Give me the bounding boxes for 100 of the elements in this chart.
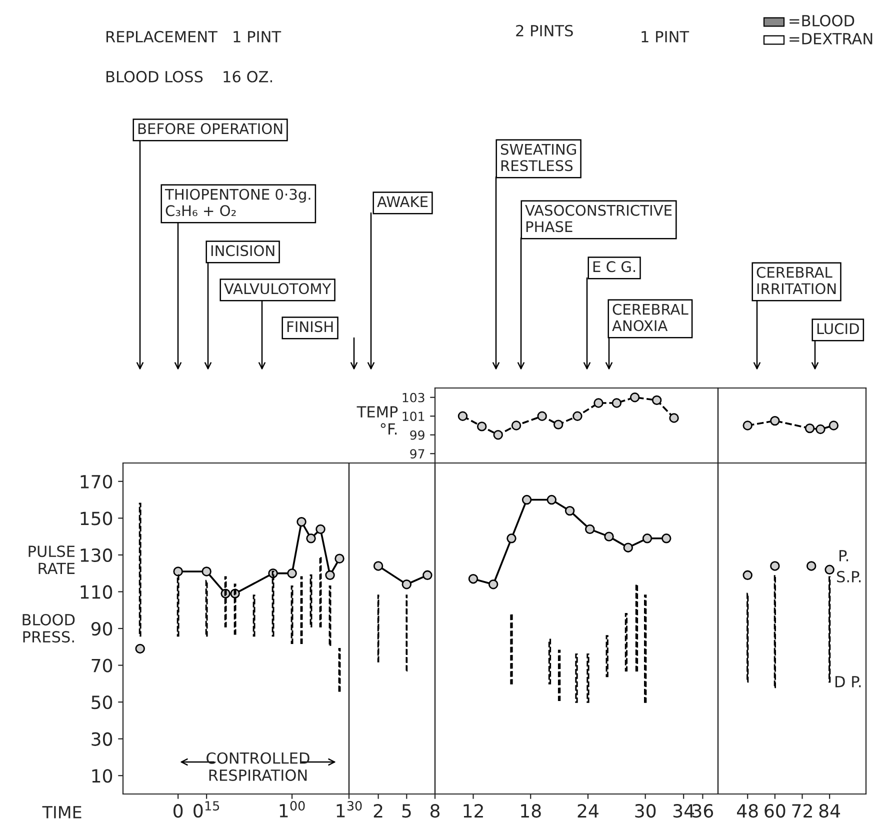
x-tick-label: 30 xyxy=(635,804,656,818)
bar xyxy=(234,584,236,635)
text: E C G. xyxy=(593,261,636,272)
bar xyxy=(510,613,513,684)
point xyxy=(458,411,468,421)
point xyxy=(476,422,487,432)
bar xyxy=(644,594,647,703)
x-tick-label: 2 xyxy=(374,804,382,818)
x-tick-label: 18 xyxy=(521,804,541,818)
y-tick-label: 103 xyxy=(402,392,424,402)
text: VALVULOTOMY xyxy=(224,283,332,294)
bar xyxy=(224,576,227,628)
bar xyxy=(635,584,638,672)
x-axis-title: TIME xyxy=(42,806,82,818)
bar xyxy=(319,556,322,628)
x-tick-label: 8 xyxy=(430,804,440,818)
point xyxy=(828,420,839,430)
point xyxy=(594,398,604,408)
y-tick-label: 10 xyxy=(92,769,112,783)
bar xyxy=(624,613,628,672)
point xyxy=(585,524,595,534)
point xyxy=(325,570,335,580)
y-tick-label: 30 xyxy=(92,732,112,746)
annotation: P. xyxy=(840,550,848,562)
x-tick-label: 0 xyxy=(174,804,183,818)
x-tick-label: 24 xyxy=(578,804,598,818)
point xyxy=(662,534,672,544)
y-tick-label: 170 xyxy=(80,474,112,489)
point xyxy=(652,395,662,406)
bar xyxy=(252,594,256,637)
y-tick-label: 110 xyxy=(80,585,112,599)
point xyxy=(316,524,326,534)
text: VASOCONSTRICTIVE PHASE xyxy=(525,204,672,232)
text: THIOPENTONE 0·3g. C₃H₆ + O₂ xyxy=(164,188,310,216)
point xyxy=(642,534,652,544)
y-tick-label: 70 xyxy=(92,658,112,672)
point xyxy=(287,568,297,578)
point xyxy=(488,580,498,590)
bar xyxy=(328,585,332,646)
x-tick-label: 0$^{15}$ xyxy=(194,801,220,818)
annotation: CONTROLLED RESPIRATION xyxy=(206,752,310,781)
text: FINISH xyxy=(287,321,333,332)
point xyxy=(612,398,622,408)
x-tick-label: 1$^{00}$ xyxy=(280,801,305,818)
y-tick-label: 130 xyxy=(80,548,112,562)
point xyxy=(572,411,582,421)
bar xyxy=(272,570,274,637)
text: =BLOOD xyxy=(790,14,854,26)
bar xyxy=(310,574,312,628)
point xyxy=(135,644,145,654)
y-tick-label: 90 xyxy=(91,622,112,636)
bar xyxy=(338,648,341,692)
point xyxy=(623,542,633,552)
bar xyxy=(548,638,552,684)
x-tick-label: 60 xyxy=(764,804,786,818)
annotation: S.P. xyxy=(837,570,861,582)
x-tick-label: 84 xyxy=(819,804,840,818)
point xyxy=(173,566,183,576)
bar xyxy=(575,653,578,703)
y-tick-label: 99 xyxy=(410,430,424,440)
bar xyxy=(606,635,608,678)
point xyxy=(511,420,522,430)
point xyxy=(742,420,752,430)
bar xyxy=(586,653,590,703)
y-tick-label: 50 xyxy=(92,696,112,710)
x-tick-label: 1$^{30}$ xyxy=(336,801,362,818)
x-tick-label: 12 xyxy=(464,804,483,818)
point xyxy=(537,411,547,421)
point xyxy=(202,566,212,576)
text: 1 PINT xyxy=(234,31,282,42)
text: =DEXTRAN xyxy=(790,33,872,44)
point xyxy=(522,494,532,505)
x-tick-label: 5 xyxy=(402,804,411,818)
text: 2 PINTS xyxy=(516,24,573,36)
point xyxy=(506,534,516,544)
x-tick-label: 36 xyxy=(692,804,714,818)
text: 16 OZ. xyxy=(224,70,272,82)
point xyxy=(553,420,564,430)
text: BLOOD LOSS xyxy=(106,70,203,82)
y-tick-label: 97 xyxy=(410,449,424,459)
text: 1 PINT xyxy=(642,31,690,42)
point xyxy=(493,430,503,440)
point xyxy=(804,423,815,434)
point xyxy=(816,424,826,434)
text: CEREBRAL IRRITATION xyxy=(756,266,836,294)
text: LUCID xyxy=(817,323,859,334)
x-tick-label: 72 xyxy=(792,804,812,818)
annotation: D P. xyxy=(836,676,861,688)
y-tick-label: 150 xyxy=(80,512,112,526)
point xyxy=(468,574,478,584)
bar xyxy=(290,585,294,644)
bar xyxy=(300,576,303,644)
y-axis-title: TEMP °F. xyxy=(356,406,398,435)
point xyxy=(669,413,679,423)
point xyxy=(334,554,344,564)
text: REPLACEMENT xyxy=(106,30,218,42)
text: BEFORE OPERATION xyxy=(138,123,282,134)
x-tick-label: 34 xyxy=(673,804,694,818)
text: INCISION xyxy=(211,245,274,256)
text: CEREBRAL ANOXIA xyxy=(612,304,688,332)
